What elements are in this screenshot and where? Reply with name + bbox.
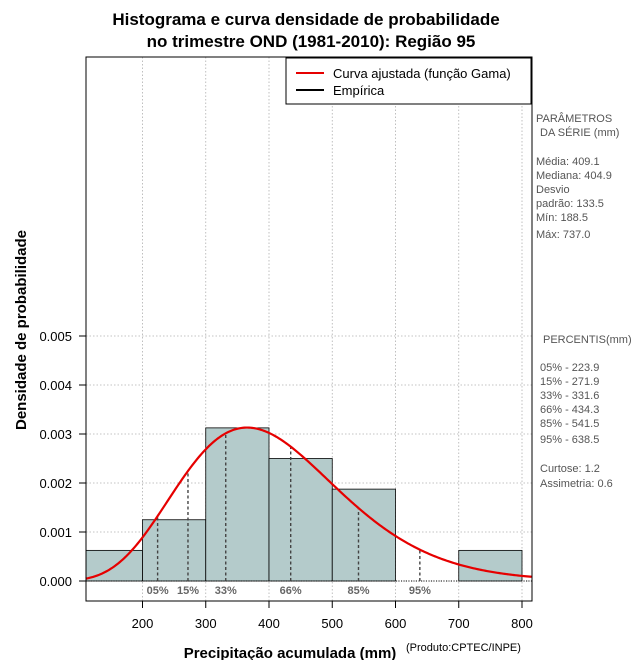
side-p15: 15% - 271.9 <box>540 376 599 388</box>
chart-subtitle: no trimestre OND (1981-2010): Região 95 <box>147 32 476 51</box>
param-media: Média: 409.1 <box>536 156 600 168</box>
params-title-1: PARÂMETROS <box>536 112 612 125</box>
percentile-label: 85% <box>347 585 369 597</box>
param-max: Máx: 737.0 <box>536 229 590 241</box>
histogram-bar <box>331 488 396 582</box>
x-tick-label: 200 <box>132 616 154 631</box>
side-p05: 05% - 223.9 <box>540 362 599 374</box>
x-tick-label: 300 <box>195 616 217 631</box>
gamma-curve-layer <box>85 426 532 580</box>
param-mediana: Mediana: 404.9 <box>536 170 612 182</box>
side-p66: 66% - 434.3 <box>540 404 599 416</box>
histogram-bar <box>458 549 523 582</box>
chart-title: Histograma e curva densidade de probabil… <box>112 10 499 29</box>
y-tick-label: 0.004 <box>39 378 72 393</box>
y-axis-title: Densidade de probabilidade <box>13 230 30 430</box>
percentile-label: 66% <box>280 585 302 597</box>
side-panel: PARÂMETROS DA SÉRIE (mm) Média: 409.1 Me… <box>536 112 632 490</box>
plot-frame <box>85 56 533 602</box>
percentile-label: 05% <box>147 585 169 597</box>
legend: Curva ajustada (função Gama) Empírica <box>285 57 532 105</box>
axis-ticks: 200 300 400 500 600 700 800 0.000 0.001 0.002 0.00… <box>39 329 532 631</box>
side-p85: 85% - 541.5 <box>540 418 599 430</box>
y-tick-label: 0.001 <box>39 525 72 540</box>
x-tick-label: 700 <box>448 616 470 631</box>
histogram-bars <box>85 427 532 582</box>
legend-box <box>285 57 532 105</box>
y-tick-label: 0.002 <box>39 476 72 491</box>
side-p95: 95% - 638.5 <box>540 434 599 446</box>
histogram-bar <box>268 458 333 582</box>
percentile-label: 95% <box>409 585 431 597</box>
credit-text: (Produto:CPTEC/INPE) <box>406 642 521 654</box>
percentile-label: 33% <box>215 585 237 597</box>
percentile-markers: 05% 15% 33% 66% 85% 95% <box>147 433 431 597</box>
y-tick-label: 0.005 <box>39 329 72 344</box>
y-tick-label: 0.003 <box>39 427 72 442</box>
param-desvio-1: Desvio <box>536 184 570 196</box>
x-axis-title: Precipitação acumulada (mm) <box>184 645 397 660</box>
x-tick-label: 800 <box>511 616 533 631</box>
param-desvio-2: padrão: 133.5 <box>536 198 604 210</box>
histogram-bar <box>142 519 207 582</box>
side-p33: 33% - 331.6 <box>540 390 599 402</box>
percentis-title: PERCENTIS(mm) <box>543 334 632 346</box>
x-tick-label: 400 <box>258 616 280 631</box>
x-tick-label: 500 <box>321 616 343 631</box>
gamma-curve <box>85 426 532 580</box>
percentile-label: 15% <box>177 585 199 597</box>
legend-label-empirical: Empírica <box>333 83 385 98</box>
y-tick-label: 0.000 <box>39 574 72 589</box>
x-tick-label: 600 <box>385 616 407 631</box>
param-min: Mín: 188.5 <box>536 212 588 224</box>
side-assimetria: Assimetria: 0.6 <box>540 478 613 490</box>
params-title-2: DA SÉRIE (mm) <box>540 126 619 139</box>
legend-label-curve: Curva ajustada (função Gama) <box>333 66 511 81</box>
side-curtose: Curtose: 1.2 <box>540 463 600 475</box>
histogram-bar <box>205 427 270 582</box>
